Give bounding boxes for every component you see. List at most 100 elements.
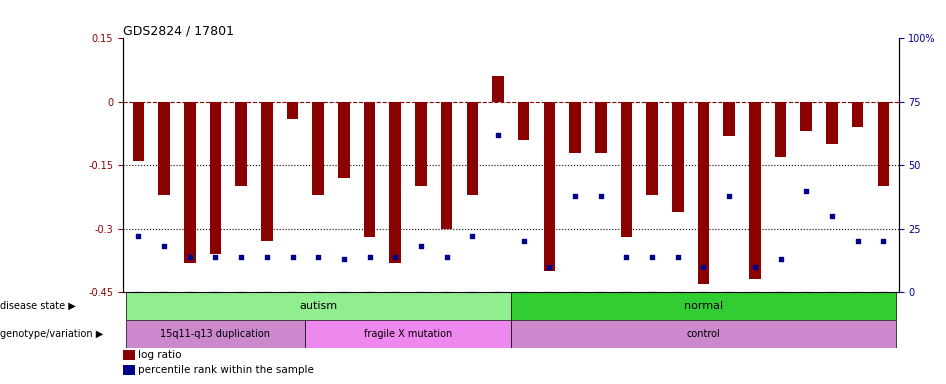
Bar xyxy=(441,102,452,229)
Text: GSM176613: GSM176613 xyxy=(752,293,758,337)
Bar xyxy=(466,102,478,195)
Text: GSM176610: GSM176610 xyxy=(700,293,707,337)
Bar xyxy=(775,102,786,157)
Bar xyxy=(749,102,761,280)
Point xyxy=(670,253,685,260)
Text: fragile X mutation: fragile X mutation xyxy=(364,329,452,339)
Point xyxy=(310,253,325,260)
Point xyxy=(747,264,762,270)
Point xyxy=(850,238,866,245)
Bar xyxy=(338,102,350,178)
Point xyxy=(619,253,634,260)
Point xyxy=(593,193,608,199)
Point xyxy=(131,233,146,239)
Text: GSM176602: GSM176602 xyxy=(547,293,552,337)
Point xyxy=(413,243,429,250)
Text: GSM176506: GSM176506 xyxy=(161,293,167,337)
Bar xyxy=(800,102,812,131)
Text: normal: normal xyxy=(684,301,723,311)
Text: GSM176535: GSM176535 xyxy=(289,293,295,337)
Bar xyxy=(126,320,306,348)
Bar xyxy=(126,292,511,320)
Point xyxy=(156,243,171,250)
Point xyxy=(517,238,532,245)
Point xyxy=(722,193,737,199)
Bar xyxy=(415,102,427,187)
Bar xyxy=(517,102,530,140)
Bar xyxy=(595,102,606,152)
Bar xyxy=(511,292,896,320)
Point xyxy=(824,213,839,219)
Point xyxy=(798,188,814,194)
Text: GSM176604: GSM176604 xyxy=(572,293,578,337)
Point xyxy=(388,253,403,260)
Point xyxy=(439,253,454,260)
Text: GSM176508: GSM176508 xyxy=(213,293,219,337)
Text: GSM176583: GSM176583 xyxy=(393,293,398,337)
Text: GSM176579: GSM176579 xyxy=(366,293,373,337)
Point xyxy=(464,233,480,239)
Bar xyxy=(287,102,298,119)
Bar xyxy=(261,102,272,242)
Text: 15q11-q13 duplication: 15q11-q13 duplication xyxy=(161,329,271,339)
Text: disease state ▶: disease state ▶ xyxy=(0,301,76,311)
Text: GSM176612: GSM176612 xyxy=(727,293,732,337)
Bar xyxy=(312,102,324,195)
Text: GSM176575: GSM176575 xyxy=(341,293,347,337)
Text: GSM176592: GSM176592 xyxy=(469,293,475,337)
Point xyxy=(490,132,505,138)
Bar xyxy=(123,350,134,360)
Text: GSM176507: GSM176507 xyxy=(186,293,193,337)
Text: GSM176586: GSM176586 xyxy=(418,293,424,337)
Text: log ratio: log ratio xyxy=(138,350,182,360)
Text: control: control xyxy=(687,329,720,339)
Bar xyxy=(364,102,376,237)
Text: GSM176601: GSM176601 xyxy=(520,293,527,337)
Text: autism: autism xyxy=(299,301,338,311)
Point xyxy=(285,253,300,260)
Bar xyxy=(621,102,632,237)
Text: GSM176615: GSM176615 xyxy=(803,293,809,337)
Text: GSM176617: GSM176617 xyxy=(829,293,835,337)
Bar xyxy=(672,102,684,212)
Text: GSM176605: GSM176605 xyxy=(598,293,604,337)
Text: GSM176614: GSM176614 xyxy=(778,293,783,337)
Bar xyxy=(158,102,170,195)
Point xyxy=(362,253,377,260)
Text: GSM176589: GSM176589 xyxy=(444,293,449,337)
Text: GSM176505: GSM176505 xyxy=(135,293,141,337)
Text: genotype/variation ▶: genotype/variation ▶ xyxy=(0,329,103,339)
Point xyxy=(208,253,223,260)
Bar xyxy=(492,76,504,102)
Text: GSM176608: GSM176608 xyxy=(649,293,656,337)
Point xyxy=(234,253,249,260)
Bar xyxy=(569,102,581,152)
Text: GSM176618: GSM176618 xyxy=(854,293,861,337)
Bar xyxy=(851,102,864,127)
Bar xyxy=(544,102,555,271)
Text: percentile rank within the sample: percentile rank within the sample xyxy=(138,365,314,375)
Point xyxy=(876,238,891,245)
Point xyxy=(542,264,557,270)
Point xyxy=(644,253,659,260)
Point xyxy=(568,193,583,199)
Bar xyxy=(210,102,221,254)
Bar xyxy=(511,320,896,348)
Text: GSM176509: GSM176509 xyxy=(238,293,244,337)
Point xyxy=(773,256,788,262)
Text: GSM176594: GSM176594 xyxy=(495,293,501,337)
Point xyxy=(259,253,274,260)
Bar xyxy=(132,102,144,161)
Bar xyxy=(236,102,247,187)
Bar xyxy=(698,102,710,284)
Bar xyxy=(306,320,511,348)
Text: GSM176510: GSM176510 xyxy=(264,293,270,337)
Text: GSM176619: GSM176619 xyxy=(881,293,886,337)
Text: GDS2824 / 17801: GDS2824 / 17801 xyxy=(123,24,234,37)
Point xyxy=(183,253,198,260)
Point xyxy=(696,264,711,270)
Text: GSM176609: GSM176609 xyxy=(674,293,681,337)
Bar xyxy=(646,102,657,195)
Bar xyxy=(724,102,735,136)
Point xyxy=(337,256,352,262)
